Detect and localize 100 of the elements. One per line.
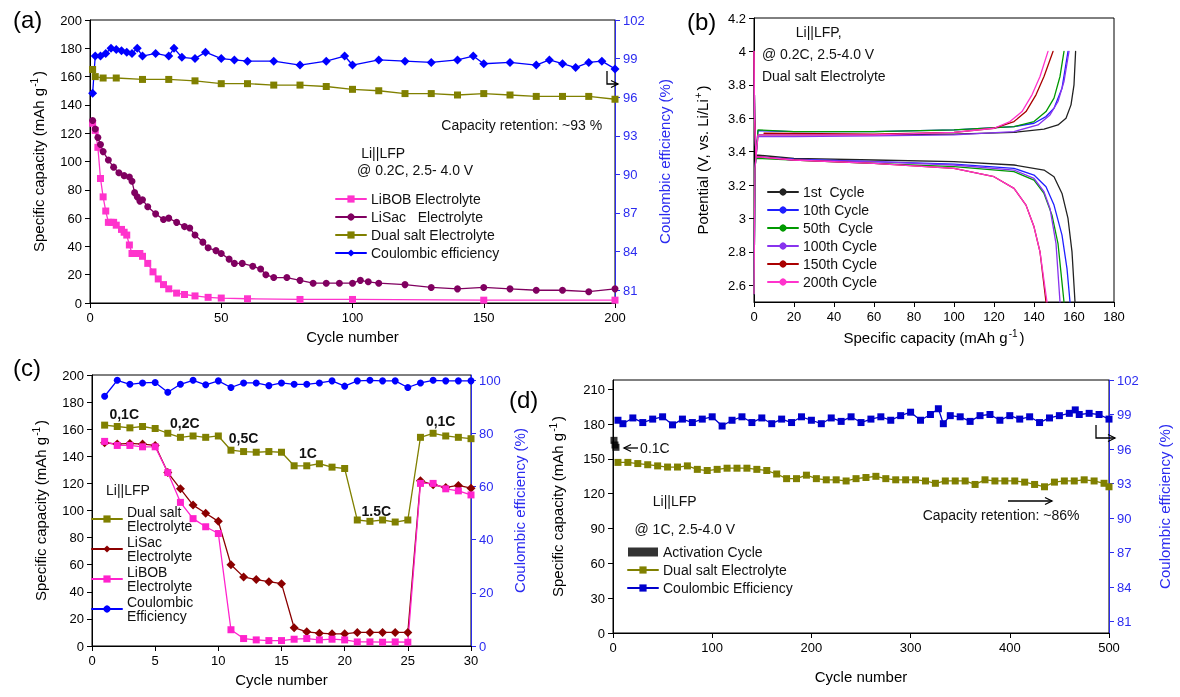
point (303, 462, 311, 470)
y2-tick-label: 81 (623, 282, 638, 298)
point (877, 413, 885, 421)
point (176, 498, 184, 506)
y2-tick-label: 100 (479, 372, 501, 388)
point (374, 55, 384, 65)
point (217, 249, 225, 257)
point (1011, 477, 1019, 485)
point (401, 281, 409, 289)
legend-label: Dual salt Electrolyte (127, 504, 193, 534)
point (404, 516, 412, 524)
chart-title: (c) (13, 353, 41, 381)
y2-tick-label: 84 (623, 244, 638, 260)
point (151, 48, 161, 58)
point (454, 91, 461, 99)
point (941, 477, 949, 485)
x-tick-label: 10 (211, 653, 226, 668)
legend-label: 200th Cycle (803, 274, 878, 290)
point (1041, 483, 1049, 491)
point (227, 446, 235, 454)
point (144, 203, 152, 211)
point (321, 56, 331, 66)
point (165, 285, 173, 293)
x-tick-label: 200 (800, 640, 823, 655)
y2-tick-label: 99 (623, 51, 638, 67)
point (240, 635, 248, 643)
point (793, 475, 801, 483)
legend-label: 100th Cycle (803, 238, 878, 254)
point (214, 432, 222, 440)
y-tick-label: 40 (69, 584, 84, 600)
point (201, 47, 210, 57)
legend-label: LiSac Electrolyte (127, 534, 193, 564)
point (971, 480, 979, 488)
point (189, 432, 197, 440)
y2-tick-label: 90 (1117, 510, 1132, 526)
point (127, 48, 137, 58)
point (693, 465, 701, 473)
point (175, 484, 185, 494)
point (597, 56, 607, 66)
point (763, 467, 771, 475)
x-tick-label: 180 (1103, 309, 1125, 324)
y-tick-label: 200 (60, 12, 82, 28)
point (213, 516, 223, 526)
y-tick-label: 4.2 (727, 10, 746, 26)
legend-label: 1st Cycle (803, 184, 865, 200)
point (164, 51, 174, 61)
point (353, 638, 361, 646)
point (531, 60, 541, 70)
point (128, 177, 136, 185)
y-tick-label: 2.8 (727, 244, 746, 260)
point (191, 292, 199, 300)
point (852, 475, 860, 483)
point (678, 415, 686, 423)
point (480, 283, 488, 291)
y-tick-label: 120 (583, 486, 605, 502)
point (199, 238, 207, 246)
annotation: 1C (299, 445, 317, 462)
legend-label: Dual salt Electrolyte (663, 562, 787, 578)
point (683, 462, 691, 470)
point (867, 415, 875, 423)
point (341, 636, 349, 644)
point (366, 517, 374, 525)
point (467, 491, 475, 499)
point (505, 57, 515, 67)
point (429, 429, 437, 437)
legend-label: LiBOB Electrolyte (127, 564, 193, 594)
point (315, 460, 323, 468)
y-tick-label: 180 (62, 394, 84, 410)
point (88, 88, 98, 98)
point (269, 56, 279, 66)
point (391, 638, 399, 646)
x-axis-title: Cycle number (814, 668, 908, 685)
point (252, 448, 260, 456)
point (585, 288, 593, 296)
point (966, 417, 974, 425)
point (91, 73, 99, 81)
point (169, 43, 179, 53)
point (416, 433, 424, 441)
y-tick-label: 180 (60, 40, 82, 56)
y-tick-label: 40 (67, 238, 82, 254)
annotation: 0,1C (109, 406, 139, 423)
point (1026, 413, 1034, 421)
point (379, 638, 387, 646)
legend-label: 50th Cycle (803, 220, 874, 236)
point (1001, 477, 1009, 485)
point (188, 500, 198, 510)
point (610, 64, 620, 74)
point (352, 627, 362, 637)
y-tick-label: 160 (60, 69, 82, 85)
point (718, 422, 726, 430)
y-tick-label: 0 (74, 295, 82, 311)
point (1006, 412, 1014, 420)
point (934, 405, 942, 413)
point (698, 415, 706, 423)
point (832, 476, 840, 484)
point (251, 575, 261, 585)
y2-tick-label: 96 (623, 89, 638, 105)
point (238, 259, 246, 267)
legend-label: 10th Cycle (803, 202, 870, 218)
point (654, 462, 662, 470)
